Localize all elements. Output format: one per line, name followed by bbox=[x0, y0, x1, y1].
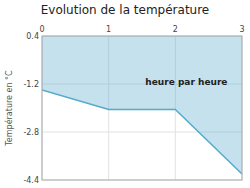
x-tick-label: 2 bbox=[173, 25, 178, 34]
area bbox=[42, 36, 242, 174]
x-tick-label: 3 bbox=[239, 25, 244, 34]
chart-title: Evolution de la température bbox=[41, 3, 210, 17]
plot-frame bbox=[42, 36, 242, 180]
x-tick-label: 0 bbox=[39, 25, 44, 34]
chart-container: 0.4 -1.2 -2.8 -4.4 0 1 2 3 Température en °C Evol… bbox=[0, 0, 250, 188]
y-tick-label: 0.4 bbox=[26, 32, 39, 41]
y-tick-label: -4.4 bbox=[23, 176, 39, 185]
y-tick-label: -1.2 bbox=[23, 80, 39, 89]
line bbox=[42, 90, 242, 174]
y-axis-label: Température en °C bbox=[4, 70, 14, 147]
plot-background bbox=[42, 36, 242, 180]
data-group bbox=[42, 36, 242, 174]
x-tick-label: 1 bbox=[106, 25, 111, 34]
annotation: heure par heure bbox=[145, 77, 227, 87]
grid bbox=[42, 36, 242, 180]
chart-svg: 0.4 -1.2 -2.8 -4.4 0 1 2 3 Température en °C Evol… bbox=[0, 0, 250, 188]
y-tick-label: -2.8 bbox=[23, 128, 39, 137]
